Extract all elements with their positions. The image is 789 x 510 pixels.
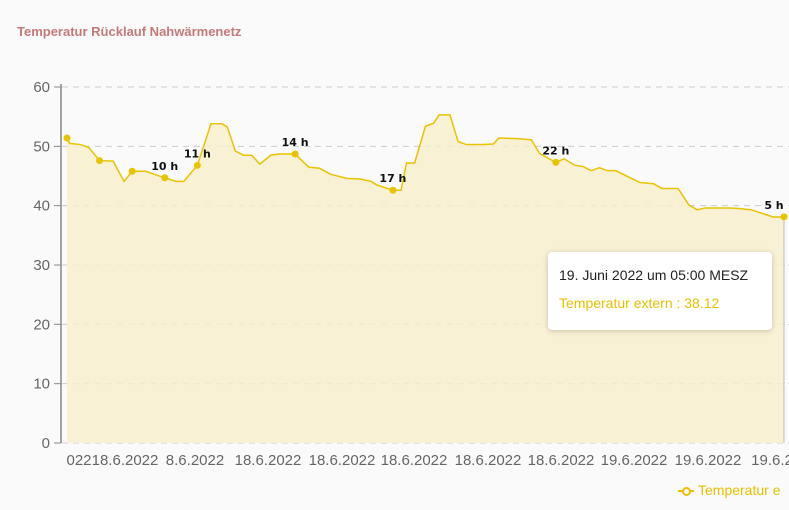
legend-item[interactable]: Temperatur e bbox=[678, 482, 780, 498]
x-tick-label: 18.6.2022 bbox=[528, 452, 595, 469]
tooltip: 19. Juni 2022 um 05:00 MESZ Temperatur e… bbox=[548, 252, 772, 330]
x-tick-label: 18.6.2022 bbox=[235, 452, 302, 469]
data-point-marker bbox=[291, 150, 299, 158]
x-tick-label: 19.6.2 bbox=[751, 452, 789, 469]
y-tick-label: 40 bbox=[33, 198, 50, 215]
series-line bbox=[66, 114, 785, 218]
data-point-marker bbox=[161, 174, 169, 182]
data-point-marker bbox=[128, 167, 136, 175]
data-point-label: 10 h bbox=[151, 160, 178, 173]
tooltip-date: 19. Juni 2022 um 05:00 MESZ bbox=[559, 267, 749, 283]
x-tick-label: 18.6.2022 bbox=[92, 452, 159, 469]
y-tick-label: 10 bbox=[33, 376, 50, 393]
legend-label: Temperatur e bbox=[698, 482, 781, 498]
line-circle-marker-icon bbox=[678, 486, 694, 497]
y-tick-label: 0 bbox=[42, 435, 50, 452]
x-tick-label: 022 bbox=[66, 452, 91, 469]
x-tick-label: 18.6.2022 bbox=[455, 452, 522, 469]
x-tick-label: 8.6.2022 bbox=[166, 452, 224, 469]
data-point-marker bbox=[389, 186, 397, 194]
data-point-label: 5 h bbox=[764, 199, 783, 212]
y-tick-label: 60 bbox=[33, 79, 50, 96]
y-tick-label: 20 bbox=[33, 316, 50, 333]
tooltip-value: Temperatur extern : 38.12 bbox=[559, 295, 720, 311]
x-tick-label: 18.6.2022 bbox=[309, 452, 376, 469]
data-point-label: 11 h bbox=[184, 147, 211, 160]
x-tick-label: 19.6.2022 bbox=[601, 452, 668, 469]
y-tick-label: 50 bbox=[33, 138, 50, 155]
x-tick-label: 18.6.2022 bbox=[381, 452, 448, 469]
data-point-label: 17 h bbox=[379, 172, 406, 185]
chart-title: Temperatur Rücklauf Nahwärmenetz bbox=[17, 24, 242, 39]
data-point-marker bbox=[552, 158, 560, 166]
data-point-marker bbox=[780, 213, 788, 221]
data-point-label: 14 h bbox=[282, 136, 309, 149]
y-tick-label: 30 bbox=[33, 257, 50, 274]
x-tick-label: 19.6.2022 bbox=[675, 452, 742, 469]
data-point-marker bbox=[193, 161, 201, 169]
data-point-marker bbox=[96, 157, 104, 165]
area-fill bbox=[67, 114, 784, 444]
data-point-marker bbox=[63, 134, 71, 142]
data-point-label: 22 h bbox=[542, 144, 569, 157]
